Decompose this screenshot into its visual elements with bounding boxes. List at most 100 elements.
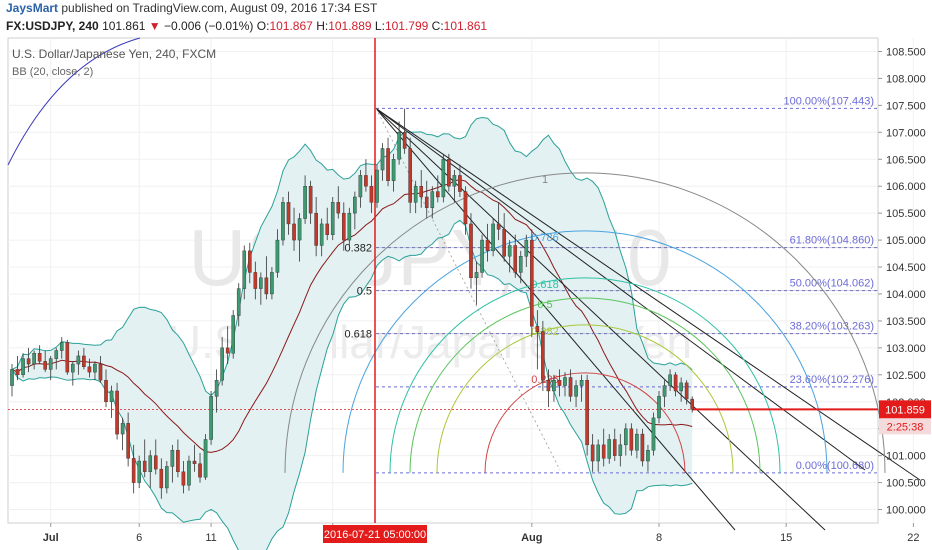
candle-body bbox=[629, 428, 634, 451]
last-price-tag bbox=[879, 400, 931, 419]
countdown-tag bbox=[879, 418, 931, 435]
candle-body bbox=[209, 396, 213, 440]
candle-body bbox=[347, 212, 352, 241]
candle-body bbox=[568, 377, 573, 397]
candle-body bbox=[314, 212, 318, 246]
candle-body bbox=[679, 382, 683, 392]
fib-arc bbox=[389, 277, 781, 473]
close-value: 101.861 bbox=[443, 19, 488, 33]
legend-indicator: BB (20, close, 2) bbox=[12, 66, 93, 78]
crosshair-time-label: 2016-07-21 05:00:00 bbox=[324, 529, 426, 541]
bb-fill bbox=[12, 117, 693, 550]
y-tick-label: 106.000 bbox=[886, 181, 926, 193]
candle-body bbox=[353, 196, 357, 214]
candle-body bbox=[507, 245, 512, 257]
candle-body bbox=[93, 363, 97, 373]
candle-body bbox=[364, 175, 368, 187]
legend: U.S. Dollar/Japanese Yen, 240, FXCM BB (… bbox=[12, 47, 216, 78]
candle-body bbox=[264, 277, 269, 295]
candle-body bbox=[618, 444, 623, 456]
candle-body bbox=[607, 439, 612, 459]
candle-body bbox=[375, 169, 379, 203]
candle-body bbox=[303, 185, 307, 219]
fib-arc bbox=[409, 297, 761, 473]
candle-body bbox=[153, 455, 158, 470]
candle-body bbox=[590, 444, 595, 462]
candle-body bbox=[651, 417, 656, 451]
symbol-label: FX:USDJPY, 240 bbox=[6, 19, 99, 33]
fan-label: 0.382 bbox=[344, 243, 372, 255]
crosshair-time-tag bbox=[323, 525, 427, 543]
price-change: −0.006 (−0.01%) bbox=[164, 19, 254, 33]
candle-body bbox=[187, 460, 191, 486]
candle-body bbox=[557, 379, 562, 386]
candle-body bbox=[684, 382, 689, 400]
candle-body bbox=[115, 390, 119, 435]
candle-body bbox=[32, 353, 36, 365]
y-tick-label: 105.000 bbox=[886, 235, 926, 247]
y-tick-label: 107.500 bbox=[886, 100, 926, 112]
candle-body bbox=[131, 458, 136, 483]
candle-body bbox=[369, 185, 374, 203]
candle-body bbox=[690, 398, 694, 410]
candle-body bbox=[71, 363, 75, 373]
candle-body bbox=[192, 460, 197, 464]
author-link[interactable]: JaysMart bbox=[6, 1, 59, 15]
candle-body bbox=[640, 433, 645, 462]
y-tick-label: 103.000 bbox=[886, 343, 926, 355]
down-arrow-icon: ▼ bbox=[148, 19, 161, 33]
fib-level-label: 61.80%(104.860) bbox=[790, 235, 874, 247]
x-tick-label: 22 bbox=[907, 532, 919, 544]
candle-body bbox=[176, 450, 180, 473]
candle-body bbox=[286, 202, 291, 225]
candle-body bbox=[225, 347, 230, 354]
y-tick-label: 101.000 bbox=[886, 451, 926, 463]
y-tick-label: 107.000 bbox=[886, 127, 926, 139]
candle-body bbox=[447, 159, 451, 187]
candle-body bbox=[441, 159, 446, 198]
arc-label: 0.618 bbox=[531, 279, 559, 291]
bb-lower bbox=[11, 219, 693, 550]
drawings: 100.00%(107.443) 61.80%(104.860) 50.00%(10… bbox=[7, 37, 921, 531]
candle-body bbox=[546, 379, 551, 392]
candle-body bbox=[148, 455, 153, 473]
candle-body bbox=[612, 439, 617, 456]
low-label: L: bbox=[374, 19, 385, 33]
candle-body bbox=[646, 450, 650, 462]
candle-body bbox=[601, 444, 606, 459]
y-tick-label: 104.500 bbox=[886, 262, 926, 274]
candle-body bbox=[54, 350, 59, 359]
candle-body bbox=[452, 175, 457, 187]
candle-body bbox=[430, 191, 435, 208]
candle-body bbox=[596, 444, 600, 462]
x-tick-label: Aug bbox=[521, 532, 542, 544]
candle-body bbox=[198, 463, 202, 478]
close-label: C: bbox=[431, 19, 444, 33]
candle-body bbox=[391, 159, 396, 182]
bb-basis bbox=[11, 179, 693, 453]
candle-body bbox=[15, 369, 20, 376]
candle-body bbox=[76, 355, 81, 365]
open-label: O: bbox=[256, 19, 270, 33]
candle-body bbox=[247, 250, 252, 273]
candle-body bbox=[530, 239, 534, 327]
candle-body bbox=[397, 132, 401, 160]
candle-body bbox=[220, 347, 224, 381]
last-price-label: 101.859 bbox=[885, 404, 925, 416]
quote-line: FX:USDJPY, 240 101.861 ▼ −0.006 (−0.01%)… bbox=[6, 19, 487, 33]
candle-body bbox=[159, 468, 164, 489]
candle-body bbox=[203, 439, 208, 478]
y-tick-label: 105.500 bbox=[886, 208, 926, 220]
bollinger-bands bbox=[11, 116, 693, 550]
high-value: 101.889 bbox=[328, 19, 372, 33]
arc-label: 0.786 bbox=[531, 232, 559, 244]
candle-body bbox=[485, 239, 490, 252]
plot-frame bbox=[7, 37, 879, 524]
candle-body bbox=[292, 223, 296, 241]
candle-body bbox=[181, 471, 186, 486]
candle-body bbox=[26, 358, 31, 365]
candle-body bbox=[325, 223, 330, 235]
candles bbox=[10, 108, 694, 499]
candle-body bbox=[574, 385, 578, 397]
